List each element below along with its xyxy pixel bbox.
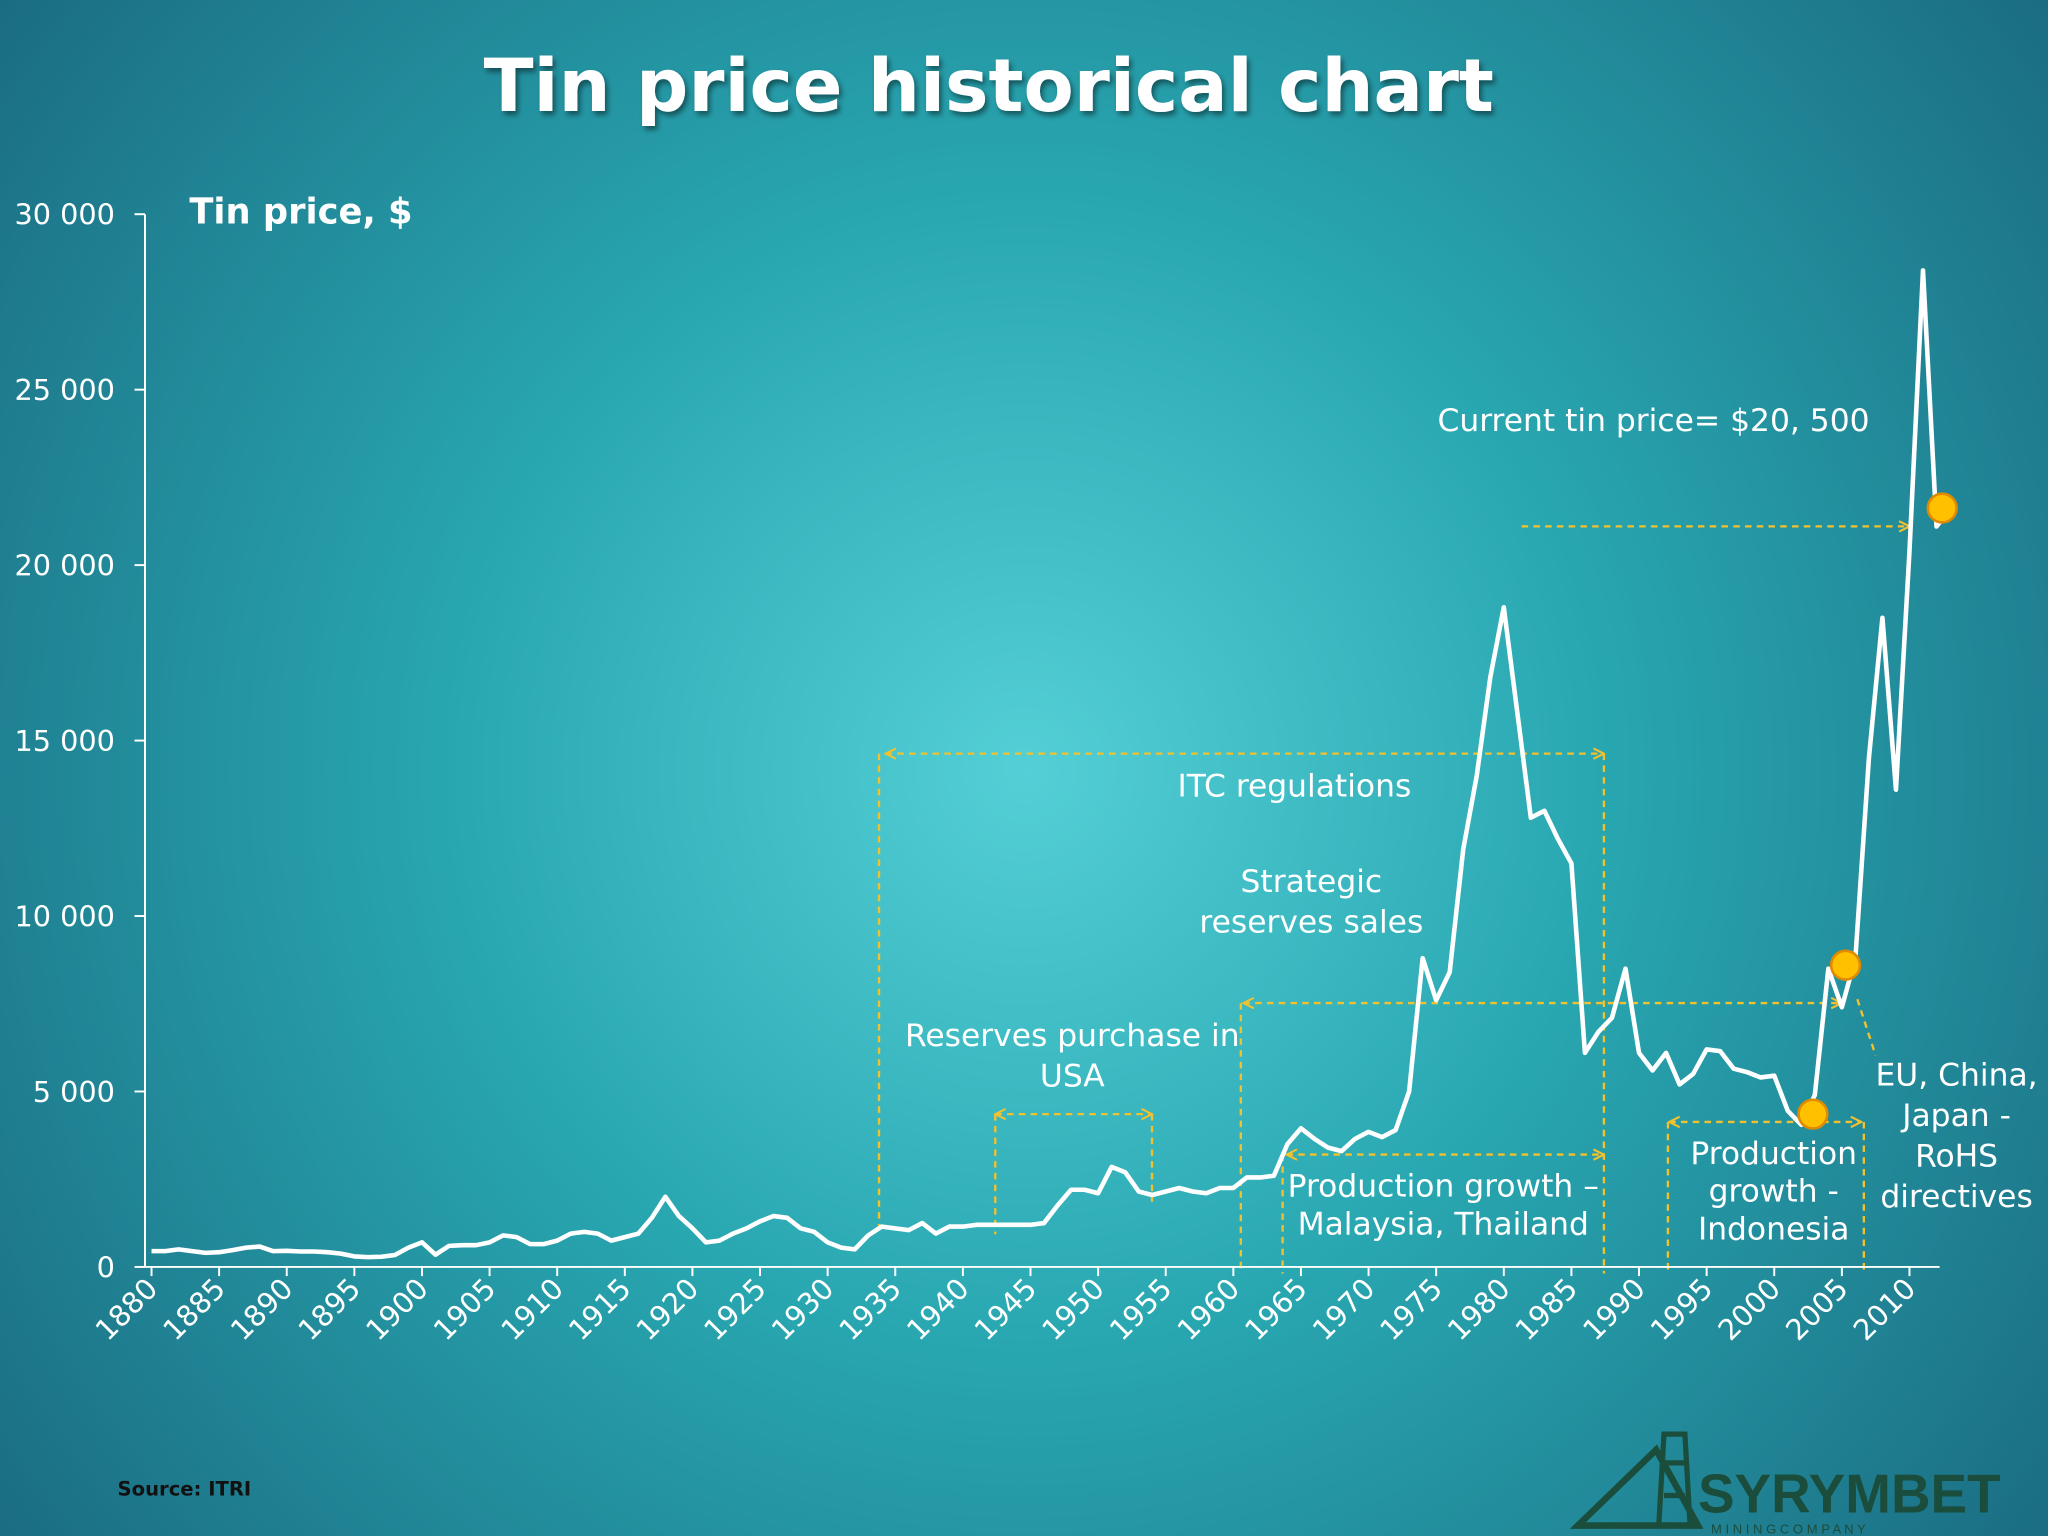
dot bbox=[1797, 1098, 1829, 1130]
logo-mark bbox=[1569, 1444, 1704, 1529]
annotation: growth - bbox=[1709, 1174, 1839, 1210]
y-tick-label: 15 000 bbox=[14, 724, 115, 758]
price-line bbox=[151, 268, 1952, 1260]
y-tick-label: 10 000 bbox=[14, 899, 115, 933]
y-tick-label: 30 000 bbox=[14, 198, 115, 232]
annotation: EU, China, bbox=[1876, 1057, 2038, 1093]
logo: SYRYMBET M I N I N G C O M P A N Y bbox=[1569, 1431, 2001, 1536]
annotation: Current tin price= $20, 500 bbox=[1437, 403, 1869, 439]
annotation: Indonesia bbox=[1698, 1212, 1850, 1248]
annotation: USA bbox=[1040, 1059, 1105, 1095]
rohs-pointer bbox=[1856, 998, 1877, 1056]
annotation: Production bbox=[1690, 1136, 1857, 1172]
logo-name: SYRYMBET bbox=[1698, 1462, 2001, 1524]
annotation: reserves sales bbox=[1199, 905, 1423, 941]
chart-title: Tin price historical chart bbox=[484, 44, 1494, 129]
annotation: Production growth – bbox=[1288, 1168, 1599, 1204]
annotation: Reserves purchase in bbox=[905, 1018, 1240, 1054]
logo-tagline: M I N I N G C O M P A N Y bbox=[1711, 1521, 1866, 1536]
annotation: ITC regulations bbox=[1177, 769, 1411, 805]
annotation: Strategic bbox=[1241, 864, 1383, 900]
y-tick-label: 0 bbox=[97, 1250, 115, 1284]
y-tick-label: 25 000 bbox=[14, 373, 115, 407]
annotation: directives bbox=[1880, 1179, 2032, 1215]
annotation: Malaysia, Thailand bbox=[1298, 1206, 1589, 1242]
logo-tower bbox=[1656, 1431, 1693, 1526]
source: Source: ITRI bbox=[118, 1478, 252, 1501]
annotation: RoHS bbox=[1915, 1138, 1998, 1174]
highlight-dots bbox=[1797, 492, 1958, 1130]
y-tick-label: 20 000 bbox=[14, 549, 115, 583]
annotation-lines bbox=[877, 526, 1910, 1274]
dot bbox=[1829, 949, 1862, 981]
y-tick-label: 5 000 bbox=[33, 1075, 115, 1109]
annotation: Japan - bbox=[1900, 1098, 2011, 1134]
dot bbox=[1926, 492, 1958, 524]
y-axis-label: Tin price, $ bbox=[189, 191, 412, 232]
